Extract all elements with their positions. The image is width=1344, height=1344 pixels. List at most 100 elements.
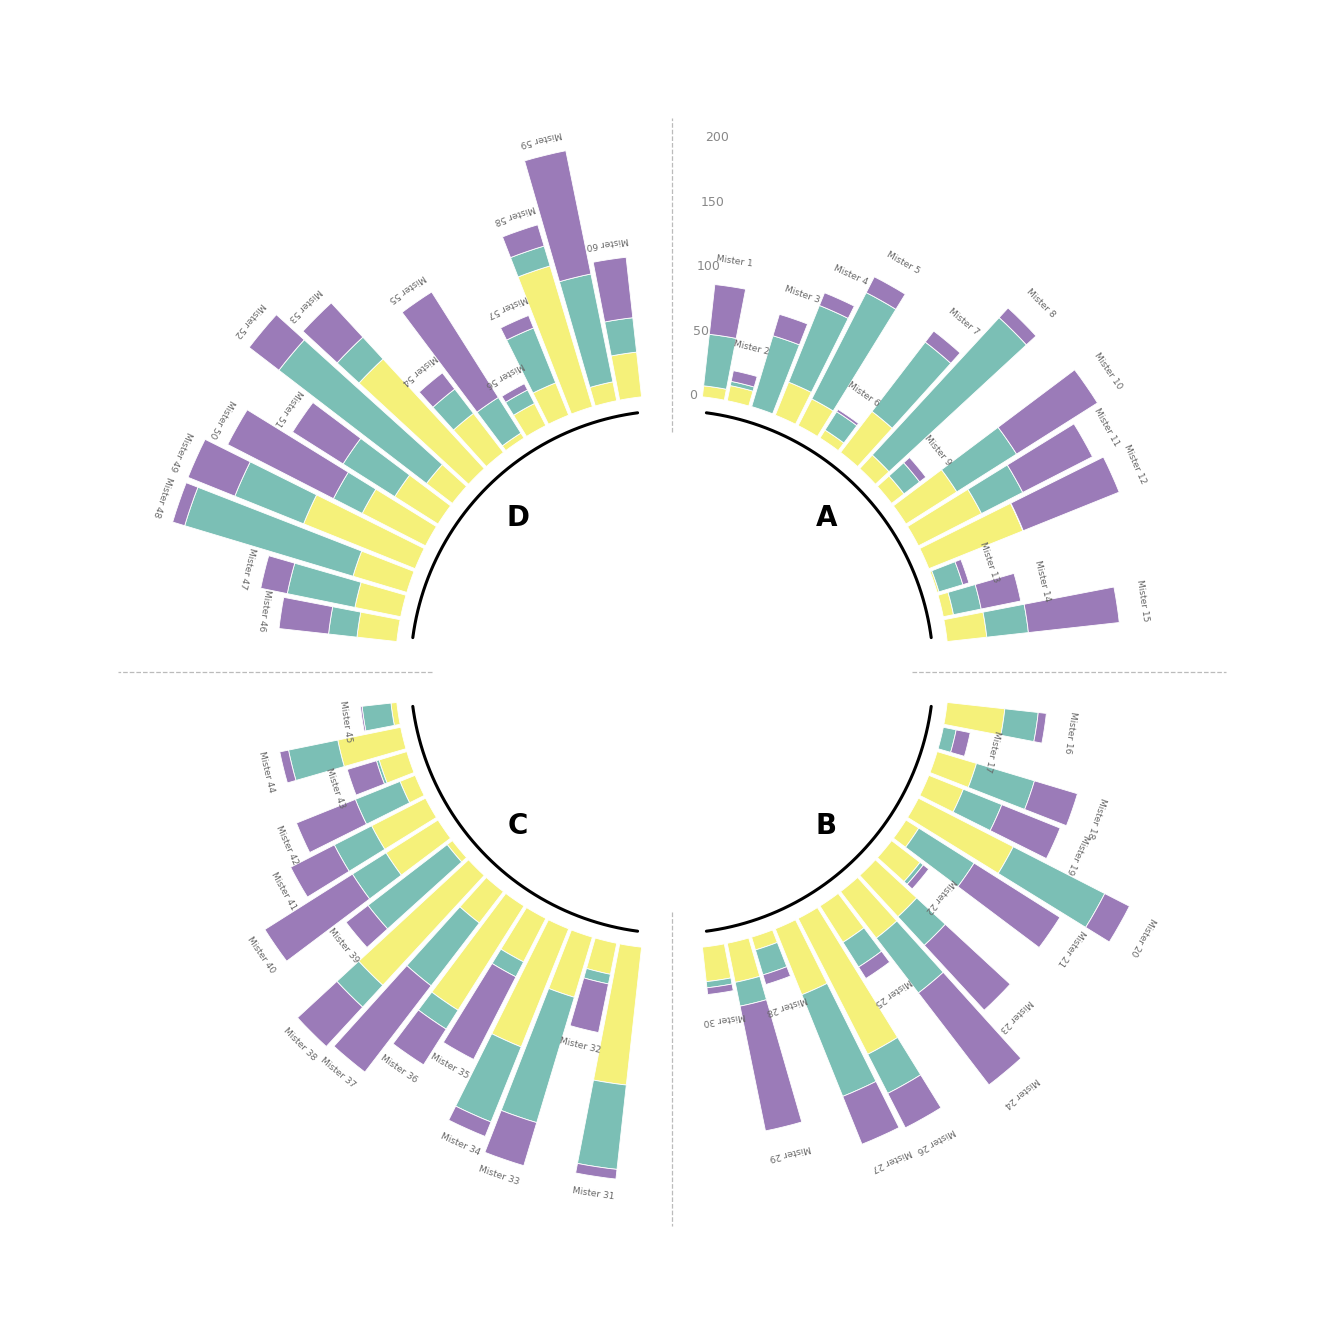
Bar [942, 427, 1016, 492]
Bar [363, 489, 437, 546]
Bar [507, 328, 555, 392]
Bar [907, 489, 981, 546]
Text: Mister 20: Mister 20 [1128, 917, 1157, 958]
Bar [894, 820, 919, 847]
Bar [898, 898, 945, 945]
Bar [820, 293, 855, 319]
Bar [999, 847, 1105, 927]
Bar [360, 707, 366, 731]
Text: Mister 51: Mister 51 [273, 387, 304, 427]
Bar [578, 1081, 626, 1169]
Text: Mister 8: Mister 8 [1024, 288, 1056, 320]
Bar [337, 727, 406, 766]
Bar [1011, 503, 1023, 531]
Bar [280, 750, 296, 784]
Text: A: A [816, 504, 837, 532]
Bar [925, 925, 1011, 1011]
Text: Mister 40: Mister 40 [246, 935, 277, 976]
Text: Mister 46: Mister 46 [257, 589, 271, 632]
Bar [418, 992, 458, 1030]
Bar [386, 820, 450, 875]
Bar [825, 411, 857, 444]
Text: Mister 9: Mister 9 [923, 434, 953, 468]
Bar [931, 562, 962, 591]
Bar [773, 314, 808, 345]
Text: 0: 0 [689, 390, 698, 402]
Text: Mister 28: Mister 28 [765, 995, 808, 1016]
Bar [948, 585, 981, 614]
Text: Mister 58: Mister 58 [493, 203, 536, 226]
Bar [559, 274, 613, 387]
Bar [426, 465, 466, 504]
Bar [872, 341, 950, 429]
Bar [840, 878, 896, 938]
Bar [867, 277, 906, 309]
Bar [359, 359, 484, 484]
Bar [586, 938, 617, 974]
Text: Mister 57: Mister 57 [487, 293, 528, 319]
Bar [938, 727, 956, 753]
Bar [280, 597, 333, 634]
Bar [930, 751, 977, 788]
Text: Mister 27: Mister 27 [870, 1148, 913, 1173]
Text: Mister 56: Mister 56 [484, 360, 526, 390]
Text: Mister 26: Mister 26 [915, 1126, 957, 1154]
Bar [731, 371, 757, 387]
Bar [352, 853, 402, 899]
Text: Mister 52: Mister 52 [233, 301, 266, 339]
Bar [261, 555, 294, 594]
Bar [188, 439, 250, 496]
Text: D: D [507, 504, 530, 532]
Bar [763, 966, 790, 985]
Bar [505, 390, 535, 415]
Text: Mister 17: Mister 17 [984, 730, 1003, 773]
Bar [288, 563, 362, 607]
Bar [751, 930, 777, 950]
Bar [345, 906, 387, 948]
Bar [249, 314, 304, 370]
Bar [534, 383, 569, 425]
Text: Mister 54: Mister 54 [401, 352, 438, 386]
Bar [1024, 587, 1120, 633]
Bar [704, 335, 737, 390]
Bar [333, 965, 431, 1073]
Bar [755, 942, 786, 974]
Text: Mister 6: Mister 6 [845, 380, 880, 409]
Bar [843, 927, 882, 968]
Bar [460, 878, 504, 923]
Text: Mister 33: Mister 33 [477, 1164, 520, 1187]
Text: Mister 4: Mister 4 [832, 263, 868, 288]
Text: Mister 44: Mister 44 [257, 750, 276, 793]
Bar [444, 964, 516, 1059]
Bar [843, 1082, 899, 1144]
Bar [953, 789, 1001, 831]
Text: C: C [508, 812, 528, 840]
Bar [485, 1110, 536, 1165]
Bar [956, 559, 969, 585]
Bar [593, 257, 633, 323]
Bar [612, 352, 641, 401]
Bar [727, 386, 753, 406]
Bar [730, 382, 754, 391]
Bar [548, 930, 593, 997]
Bar [395, 474, 450, 524]
Bar [402, 292, 499, 413]
Bar [868, 1038, 921, 1094]
Bar [392, 1009, 446, 1064]
Bar [943, 612, 986, 641]
Bar [710, 285, 746, 339]
Text: B: B [816, 812, 837, 840]
Bar [859, 952, 890, 978]
Bar [456, 1034, 521, 1122]
Text: Mister 24: Mister 24 [1003, 1075, 1042, 1109]
Bar [1086, 894, 1129, 942]
Bar [919, 503, 1023, 569]
Text: Mister 42: Mister 42 [274, 824, 300, 866]
Bar [820, 894, 864, 942]
Bar [343, 438, 410, 497]
Text: Mister 37: Mister 37 [319, 1055, 358, 1090]
Bar [741, 1000, 802, 1130]
Bar [433, 388, 473, 430]
Bar [407, 907, 480, 985]
Bar [594, 943, 641, 1085]
